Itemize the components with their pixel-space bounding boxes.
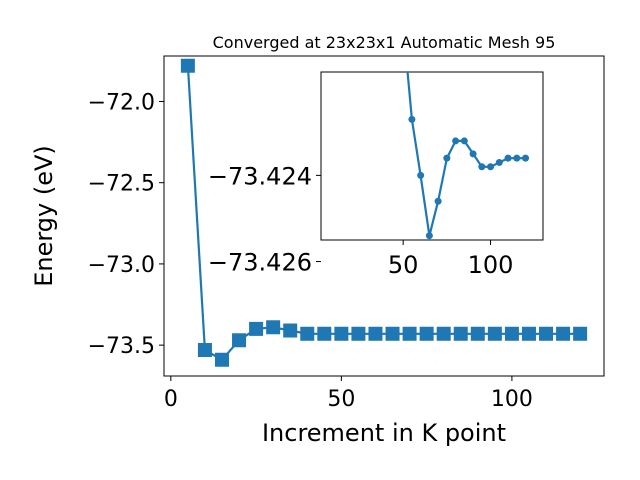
inset-data-point	[434, 197, 442, 205]
main-data-point	[556, 326, 571, 341]
inset-data-point	[460, 137, 468, 145]
main-data-point	[504, 326, 519, 341]
main-y-tick-label: −72.5	[88, 172, 155, 197]
inset-y-tick-label: −73.426	[208, 249, 312, 277]
main-data-point	[283, 323, 298, 338]
inset-data-point	[443, 154, 451, 162]
inset-series	[406, 72, 530, 240]
y-axis-label: Energy (eV)	[30, 145, 58, 287]
main-data-point	[249, 321, 264, 336]
inset-data-point	[478, 163, 486, 171]
main-y-tick-label: −73.0	[88, 253, 155, 278]
main-data-point	[521, 326, 536, 341]
main-y-tick-label: −73.5	[88, 334, 155, 359]
main-x-tick-label: 100	[491, 387, 533, 412]
main-data-point	[436, 326, 451, 341]
main-data-point	[214, 352, 229, 367]
inset-axis-ticks: 50 100 −73.426 −73.424	[208, 162, 514, 279]
inset-data-point	[495, 158, 503, 166]
main-data-point	[385, 326, 400, 341]
main-data-point	[487, 326, 502, 341]
inset-data-point	[487, 163, 495, 171]
main-data-point	[539, 326, 554, 341]
inset-data-point	[522, 154, 530, 162]
main-data-point	[470, 326, 485, 341]
main-data-point	[402, 326, 417, 341]
main-data-point	[232, 333, 247, 348]
inset-data-point	[417, 171, 425, 179]
main-data-point	[180, 58, 195, 73]
inset-data-point	[504, 154, 512, 162]
inset-data-point	[452, 137, 460, 145]
main-data-point	[317, 326, 332, 341]
chart-title: Converged at 23x23x1 Automatic Mesh 95	[213, 33, 556, 52]
main-data-point	[197, 343, 212, 358]
inset-x-tick-label: 50	[388, 251, 419, 279]
main-series	[180, 58, 588, 367]
main-data-point	[368, 326, 383, 341]
inset-x-tick-label: 100	[468, 251, 514, 279]
main-y-tick-label: −72.0	[88, 90, 155, 115]
inset-data-point	[513, 154, 521, 162]
main-data-point	[453, 326, 468, 341]
x-axis-label: Increment in K point	[262, 419, 506, 447]
inset-y-tick-label: −73.424	[208, 162, 312, 190]
inset-data-point	[425, 232, 433, 240]
main-data-point	[266, 320, 281, 335]
main-x-tick-label: 0	[164, 387, 178, 412]
inset-data-point	[469, 150, 477, 158]
main-data-point	[351, 326, 366, 341]
main-data-point	[334, 326, 349, 341]
main-data-point	[419, 326, 434, 341]
main-data-point	[573, 326, 588, 341]
main-x-tick-label: 50	[327, 387, 355, 412]
main-axes-frame	[163, 55, 605, 377]
main-axis-ticks: 0 50 100 −72.0 −72.5 −73.0 −73.5	[88, 90, 533, 412]
inset-data-point	[408, 115, 416, 123]
main-data-point	[300, 326, 315, 341]
